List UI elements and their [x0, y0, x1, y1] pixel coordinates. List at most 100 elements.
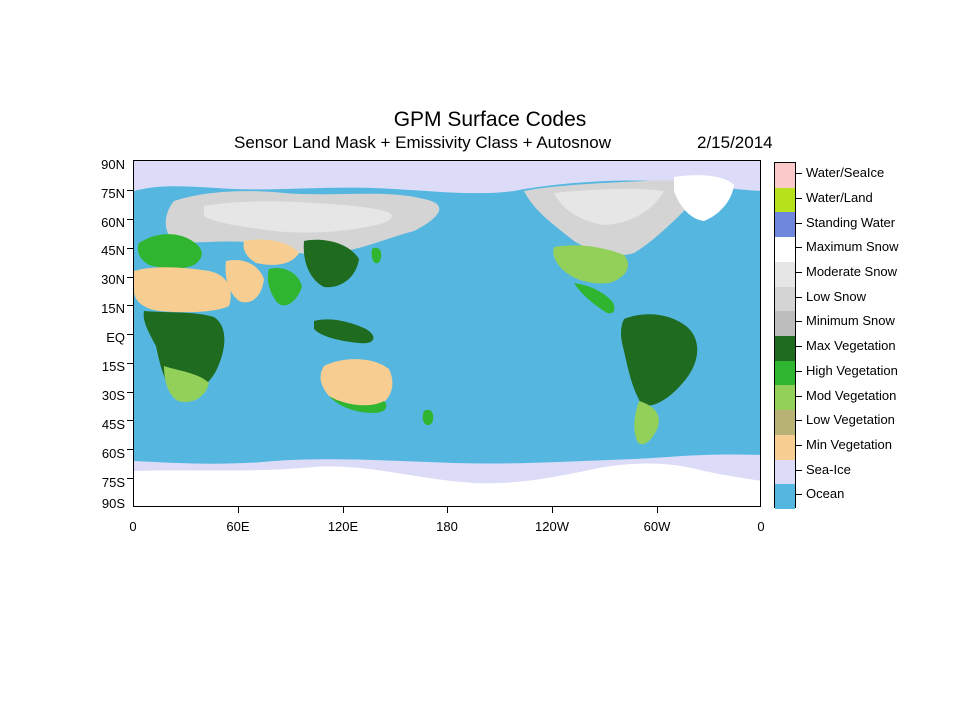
new-zealand: [422, 409, 434, 426]
lat-label: 45S: [101, 417, 125, 432]
colorbar-swatch: [775, 410, 795, 436]
lat-tick: [127, 277, 133, 278]
lon-label: 60W: [643, 519, 671, 534]
lat-label: 15N: [101, 301, 125, 316]
africa-south: [164, 366, 209, 403]
lat-label: 30S: [101, 388, 125, 403]
colorbar-swatch: [775, 286, 795, 312]
lat-label: 75S: [101, 475, 125, 490]
map-date: 2/15/2014: [697, 133, 773, 152]
colorbar-label: Max Vegetation: [806, 338, 896, 353]
lon-label: 120W: [535, 519, 569, 534]
lon-label: 180: [436, 519, 458, 534]
colorbar-label: Mod Vegetation: [806, 388, 897, 403]
mexico-central-america: [574, 283, 615, 314]
north-america-light-snow: [554, 188, 664, 225]
lat-tick: [127, 449, 133, 450]
colorbar-tick: [796, 445, 802, 446]
lat-label: 90N: [101, 157, 125, 172]
south-america-south: [634, 401, 659, 445]
south-america-forest: [621, 314, 698, 406]
lon-label: 0: [757, 519, 765, 534]
lat-label: 90S: [101, 496, 125, 511]
africa-forest: [143, 311, 225, 395]
colorbar-tick: [796, 272, 802, 273]
colorbar-label: Standing Water: [806, 215, 896, 230]
central-asia-desert: [243, 239, 299, 265]
lat-tick: [127, 219, 133, 220]
colorbar-tick: [796, 297, 802, 298]
greenland: [674, 175, 734, 221]
map-title: GPM Surface Codes: [393, 108, 587, 131]
colorbar-swatch: [775, 459, 795, 485]
colorbar-swatch: [775, 212, 795, 238]
lon-tick: [447, 507, 448, 513]
lon-tick: [343, 507, 344, 513]
china-east: [303, 239, 359, 288]
lat-label: 30N: [101, 272, 125, 287]
lat-label: EQ: [106, 330, 125, 345]
africa-desert: [134, 267, 231, 313]
colorbar-tick: [796, 247, 802, 248]
colorbar-tick: [796, 396, 802, 397]
colorbar-swatch: [775, 261, 795, 288]
australia-coast: [329, 396, 387, 413]
colorbar-tick: [796, 223, 802, 224]
colorbar-swatch: [775, 434, 795, 461]
antarctica: [134, 463, 760, 506]
south-asia: [267, 267, 302, 306]
lat-label: 45N: [101, 243, 125, 258]
colorbar-tick: [796, 173, 802, 174]
colorbar-swatch: [775, 237, 795, 263]
australia: [320, 359, 393, 407]
world-map: [133, 160, 761, 507]
lat-tick: [127, 420, 133, 421]
colorbar-legend: [774, 162, 796, 510]
surface-code-map: [134, 161, 760, 506]
lat-tick: [127, 363, 133, 364]
lon-label: 60E: [226, 519, 250, 534]
colorbar-tick: [796, 321, 802, 322]
lat-tick: [127, 392, 133, 393]
colorbar-label: Moderate Snow: [806, 264, 898, 279]
colorbar-swatch: [775, 311, 795, 337]
colorbar-tick: [796, 494, 802, 495]
colorbar-swatch: [775, 187, 795, 213]
colorbar-tick: [796, 420, 802, 421]
colorbar-label: Water/Land: [806, 190, 873, 205]
lon-tick: [552, 507, 553, 513]
lon-tick: [657, 507, 658, 513]
indonesia: [314, 319, 374, 344]
eurasia-snow-light: [204, 201, 392, 233]
lon-tick: [238, 507, 239, 513]
colorbar-swatch: [775, 163, 795, 189]
lon-label: 120E: [327, 519, 359, 534]
lat-tick: [127, 334, 133, 335]
colorbar-swatch: [775, 336, 795, 362]
colorbar-swatch: [775, 360, 795, 386]
lat-tick: [127, 190, 133, 191]
lat-label: 60S: [101, 446, 125, 461]
colorbar-label: Minimum Snow: [806, 313, 895, 328]
lat-label: 60N: [101, 215, 125, 230]
colorbar-label: High Vegetation: [806, 363, 898, 378]
colorbar-tick: [796, 371, 802, 372]
colorbar-label: Sea-Ice: [806, 462, 851, 477]
lat-tick: [127, 478, 133, 479]
colorbar-swatch: [775, 484, 795, 510]
colorbar-tick: [796, 470, 802, 471]
colorbar-label: Low Snow: [806, 289, 866, 304]
colorbar-label: Ocean: [806, 486, 845, 501]
usa: [553, 245, 629, 284]
arctic-sea-ice: [134, 161, 760, 194]
colorbar-label: Low Vegetation: [806, 412, 895, 427]
colorbar-swatch: [775, 385, 795, 411]
europe: [137, 234, 202, 269]
colorbar-label: Min Vegetation: [806, 437, 893, 452]
colorbar-tick: [796, 346, 802, 347]
map-subtitle: Sensor Land Mask + Emissivity Class + Au…: [234, 133, 611, 152]
lat-label: 15S: [101, 359, 125, 374]
middle-east: [225, 259, 264, 303]
colorbar-tick: [796, 198, 802, 199]
lon-label: 0: [129, 519, 137, 534]
